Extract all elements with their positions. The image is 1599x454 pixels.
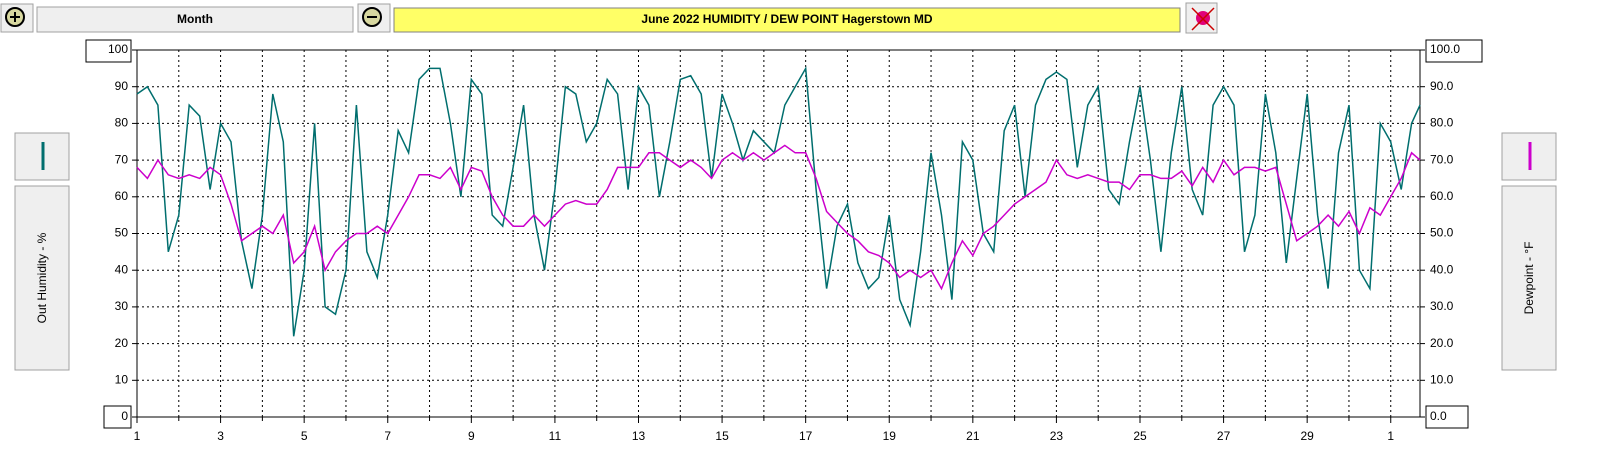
y2-tick-label: 100.0 xyxy=(1430,42,1460,56)
toolbar: Month June 2022 HUMIDITY / DEW POINT Hag… xyxy=(0,2,1218,34)
range-button-label: Month xyxy=(177,12,213,26)
x-tick-label: 27 xyxy=(1217,429,1231,443)
settings-icon-cross xyxy=(1191,7,1215,31)
range-button[interactable] xyxy=(36,6,354,33)
x-tick-label: 9 xyxy=(468,429,475,443)
series-line xyxy=(136,144,1421,291)
title-box xyxy=(393,7,1181,33)
y2-tick-label: 10.0 xyxy=(1430,372,1454,386)
zoom-in-plus xyxy=(10,12,20,22)
y-tick-label: 50 xyxy=(115,226,129,240)
y2-axis-label: Dewpoint - °F xyxy=(1522,242,1536,315)
y-tick-label: 40 xyxy=(115,262,129,276)
y-tick-label: 0 xyxy=(121,409,128,423)
x-tick-label: 11 xyxy=(549,429,562,443)
x-tick-label: 21 xyxy=(966,429,980,443)
x-tick-label: 7 xyxy=(384,429,391,443)
y2label-panel xyxy=(1501,185,1557,371)
y-tick-label: 80 xyxy=(115,116,129,130)
y-tick-label: 20 xyxy=(115,336,129,350)
y-tick-label: 30 xyxy=(115,299,129,313)
x-tick-label: 5 xyxy=(301,429,308,443)
y2min-box xyxy=(1425,405,1469,429)
x-tick-label: 3 xyxy=(217,429,224,443)
x-tick-label: 25 xyxy=(1133,429,1147,443)
y-tick-label: 60 xyxy=(115,189,129,203)
y2max-box xyxy=(1425,39,1483,63)
y2-tick-label: 90.0 xyxy=(1430,79,1454,93)
y2-tick-label: 80.0 xyxy=(1430,116,1454,130)
ymax-box xyxy=(85,39,132,63)
x-tick-label: 15 xyxy=(715,429,729,443)
ymin-box xyxy=(103,405,132,429)
x-tick-label: 17 xyxy=(799,429,813,443)
y-tick-label: 10 xyxy=(115,372,129,386)
y2-tick-label: 60.0 xyxy=(1430,189,1454,203)
x-tick-label: 13 xyxy=(632,429,646,443)
x-tick-label: 19 xyxy=(883,429,897,443)
y-axis-label: Out Humidity - % xyxy=(35,232,49,323)
y2-tick-label: 40.0 xyxy=(1430,262,1454,276)
x-tick-label: 1 xyxy=(134,429,141,443)
y-tick-label: 70 xyxy=(115,152,129,166)
y2-tick-label: 70.0 xyxy=(1430,152,1454,166)
settings-button[interactable] xyxy=(1185,2,1218,34)
series-line xyxy=(136,65,1421,337)
y2-tick-label: 30.0 xyxy=(1430,299,1454,313)
y2-tick-label: 50.0 xyxy=(1430,226,1454,240)
y2-tick-label: 0.0 xyxy=(1430,409,1447,423)
x-tick-label: 23 xyxy=(1050,429,1064,443)
x-tick-label: 1 xyxy=(1387,429,1394,443)
y2-tick-label: 20.0 xyxy=(1430,336,1454,350)
y-tick-label: 100 xyxy=(108,42,128,56)
ylabel-panel xyxy=(14,185,70,371)
x-tick-label: 29 xyxy=(1300,429,1314,443)
y-tick-label: 90 xyxy=(115,79,129,93)
chart-title: June 2022 HUMIDITY / DEW POINT Hagerstow… xyxy=(641,12,932,26)
